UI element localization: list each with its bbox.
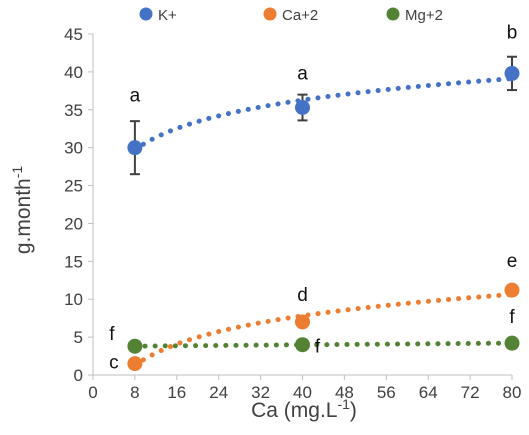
data-point	[504, 282, 520, 298]
error-bars	[129, 55, 517, 176]
y-tick-label: 40	[64, 63, 83, 82]
legend-marker	[386, 7, 400, 21]
point-label: a	[130, 86, 141, 107]
y-tick-label: 5	[74, 328, 83, 347]
x-tick-label: 32	[251, 383, 270, 402]
legend-item: K+	[139, 7, 177, 24]
x-tick-label: 80	[503, 383, 522, 402]
x-tick-label: 72	[461, 383, 480, 402]
data-point	[504, 335, 520, 351]
legend: K+ Ca+2 Mg+2	[139, 7, 443, 24]
y-tick-label: 0	[74, 366, 83, 385]
trend-lines	[132, 76, 515, 368]
point-label: f	[315, 337, 321, 358]
y-tick-label: 25	[64, 177, 83, 196]
legend-label: Ca+2	[282, 7, 318, 24]
legend-label: Mg+2	[405, 7, 443, 24]
x-tick-label: 24	[209, 383, 228, 402]
x-tick-label: 64	[419, 383, 438, 402]
x-tick-label: 48	[335, 383, 354, 402]
data-point	[127, 356, 143, 372]
legend-label: K+	[158, 7, 177, 24]
y-tick-label: 45	[64, 25, 83, 44]
trend-line	[132, 76, 515, 153]
point-label: a	[297, 64, 308, 85]
data-points	[127, 65, 520, 372]
data-point	[295, 337, 310, 353]
y-tick-label: 20	[64, 214, 83, 233]
y-tick-label: 10	[64, 290, 83, 309]
x-tick-label: 8	[130, 383, 139, 402]
x-tick-label: 16	[167, 383, 186, 402]
legend-item: Ca+2	[263, 7, 318, 24]
data-point	[127, 338, 143, 354]
y-tick-label: 30	[64, 139, 83, 158]
y-axis-title: g.month-1	[9, 166, 35, 255]
axes: 0 5 10 15 20 25 30 35 40 45 0 8 16 24 32 40 48 56 64 72 80	[64, 25, 521, 402]
data-point	[504, 65, 520, 81]
x-tick-label: 56	[377, 383, 396, 402]
point-label: f	[109, 324, 115, 345]
point-label: e	[507, 251, 518, 272]
legend-item: Mg+2	[386, 7, 443, 24]
y-tick-label: 15	[64, 252, 83, 271]
point-label: f	[509, 307, 515, 328]
x-tick-label: 0	[88, 383, 97, 402]
trend-line	[132, 340, 515, 349]
x-tick-label: 40	[293, 383, 312, 402]
data-point	[295, 100, 310, 116]
legend-marker	[263, 7, 277, 21]
point-label: d	[297, 285, 308, 306]
point-label: c	[109, 353, 119, 374]
legend-marker	[139, 7, 153, 21]
data-point	[295, 314, 310, 330]
point-label: b	[507, 22, 518, 43]
data-point	[127, 140, 143, 156]
x-axis-title: Ca (mg.L-1)	[251, 396, 357, 422]
y-tick-label: 35	[64, 101, 83, 120]
trend-line	[132, 291, 515, 368]
point-annotations: a a b c d e f f f	[109, 22, 517, 373]
